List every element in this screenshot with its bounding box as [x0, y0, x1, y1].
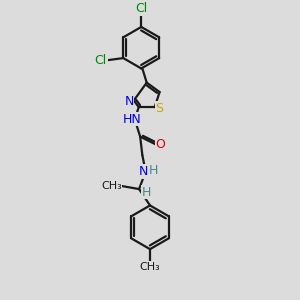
Text: S: S: [155, 102, 164, 115]
Text: H: H: [141, 186, 151, 199]
Text: N: N: [124, 95, 134, 108]
Text: O: O: [155, 138, 165, 151]
Text: HN: HN: [123, 113, 142, 126]
Text: Cl: Cl: [135, 2, 147, 15]
Text: Cl: Cl: [95, 54, 107, 67]
Text: H: H: [149, 164, 159, 177]
Text: CH₃: CH₃: [140, 262, 160, 272]
Text: CH₃: CH₃: [101, 181, 122, 191]
Text: N: N: [139, 165, 148, 178]
